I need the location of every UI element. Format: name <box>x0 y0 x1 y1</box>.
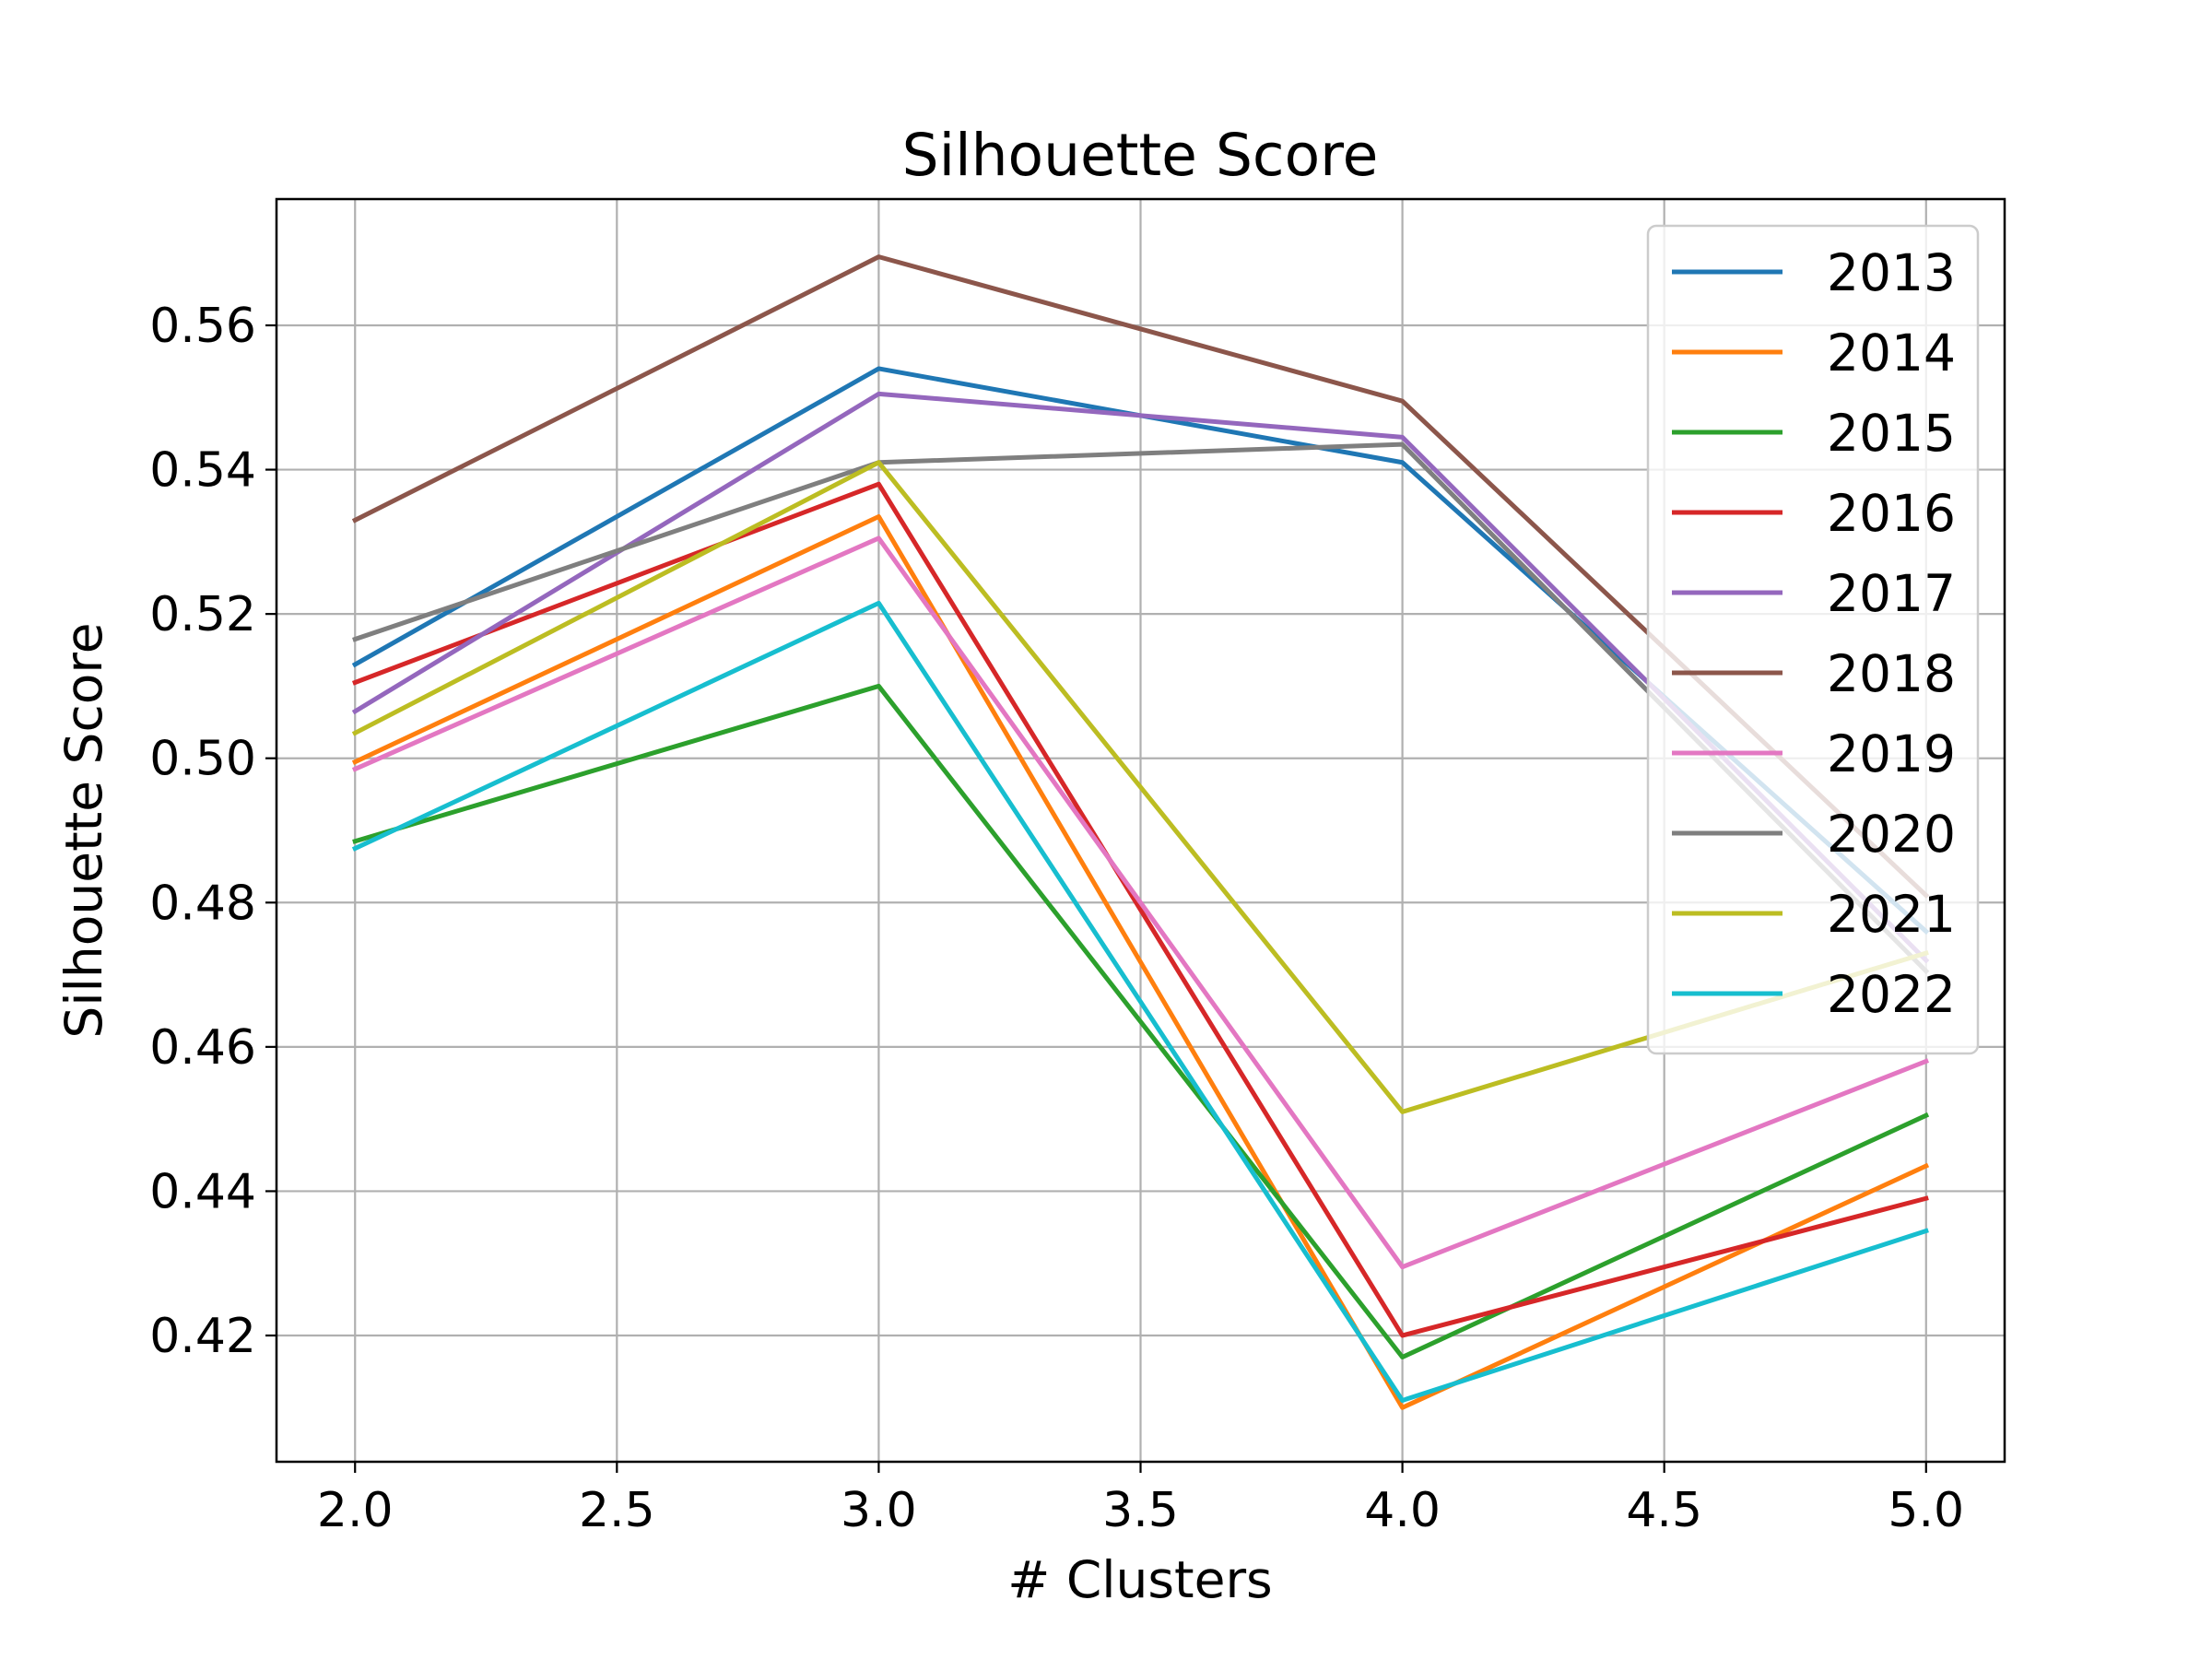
legend-label-2017: 2017 <box>1827 564 1956 623</box>
y-tick-label: 0.42 <box>149 1309 256 1364</box>
legend-label-2014: 2014 <box>1827 324 1956 382</box>
legend-label-2013: 2013 <box>1827 243 1956 302</box>
legend-label-2019: 2019 <box>1827 724 1956 783</box>
x-tick-label: 2.0 <box>317 1483 394 1538</box>
series-line-2015 <box>352 683 1930 1359</box>
legend-label-2022: 2022 <box>1827 965 1956 1024</box>
x-axis-ticks: 2.0 2.5 3.0 3.5 4.0 4.5 5.0 <box>317 1462 1964 1538</box>
y-tick-label: 0.56 <box>149 299 256 354</box>
y-tick-label: 0.46 <box>149 1020 256 1076</box>
x-axis-label: # Clusters <box>1007 1550 1272 1609</box>
series-line-2019 <box>351 535 1930 1270</box>
y-tick-label: 0.52 <box>149 587 256 642</box>
x-tick-label: 5.0 <box>1888 1483 1964 1538</box>
x-tick-label: 3.0 <box>841 1483 917 1538</box>
y-axis-ticks: 0.42 0.44 0.46 0.48 0.50 0.52 0.54 0.56 <box>149 299 276 1364</box>
series-line-2014 <box>351 513 1930 1410</box>
legend-label-2018: 2018 <box>1827 644 1956 703</box>
series-line-2022 <box>351 600 1929 1403</box>
series-line-2016 <box>352 481 1929 1338</box>
y-tick-label: 0.44 <box>149 1164 256 1219</box>
legend-label-2020: 2020 <box>1827 805 1956 864</box>
y-tick-label: 0.54 <box>149 443 256 499</box>
legend-label-2016: 2016 <box>1827 484 1956 543</box>
y-tick-label: 0.48 <box>149 876 256 931</box>
y-tick-label: 0.50 <box>149 732 256 787</box>
legend: 2013 2014 2015 2016 2017 2018 2019 2020 2021 2022 <box>1646 224 1980 1055</box>
x-tick-label: 3.5 <box>1102 1483 1179 1538</box>
chart-title: Silhouette Score <box>902 122 1379 189</box>
legend-label-2021: 2021 <box>1827 885 1956 944</box>
legend-label-2015: 2015 <box>1827 404 1956 463</box>
x-tick-label: 2.5 <box>579 1483 655 1538</box>
x-tick-label: 4.0 <box>1364 1483 1441 1538</box>
x-tick-label: 4.5 <box>1626 1483 1702 1538</box>
y-axis-label: Silhouette Score <box>54 622 113 1038</box>
